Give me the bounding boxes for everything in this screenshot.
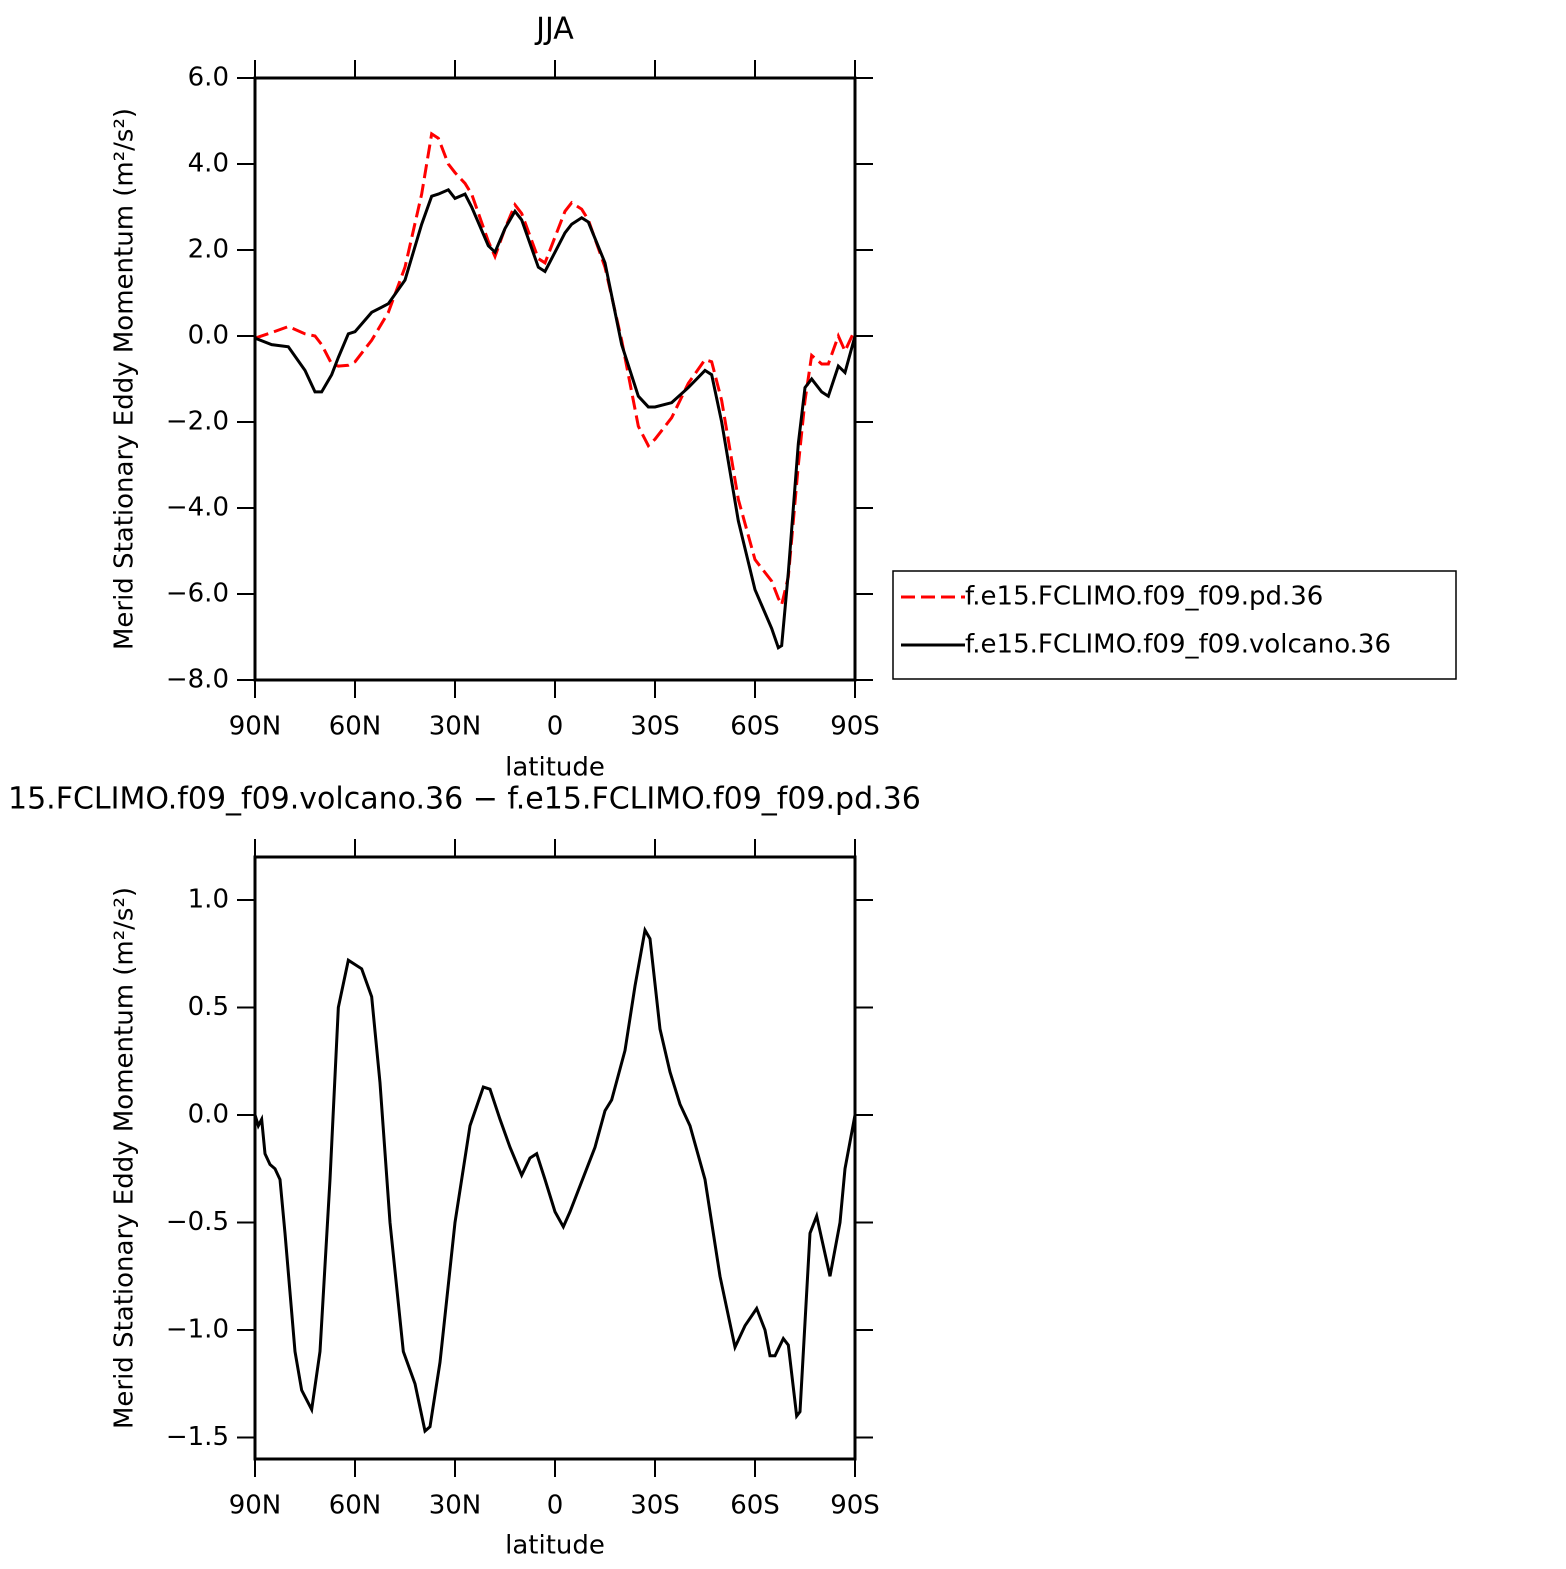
x-tick-label: 30S — [630, 712, 680, 742]
x-tick-label: 90N — [229, 712, 282, 742]
legend-label: f.e15.FCLIMO.f09_f09.pd.36 — [965, 582, 1323, 612]
x-tick-label: 90N — [229, 1491, 282, 1521]
y-tick-label: −1.5 — [166, 1422, 229, 1452]
legend-box — [892, 570, 1457, 680]
x-tick-label: 30N — [429, 712, 482, 742]
x-tick-label: 30S — [630, 1491, 680, 1521]
x-tick-label: 60N — [329, 712, 382, 742]
y-tick-label: 1.0 — [188, 885, 229, 915]
x-tick-label: 60S — [730, 712, 780, 742]
x-tick-label: 30N — [429, 1491, 482, 1521]
x-tick-label: 90S — [830, 712, 880, 742]
data-line — [254, 131, 857, 610]
plot-frame — [253, 76, 857, 682]
y-tick-label: −2.0 — [166, 407, 229, 437]
data-line — [253, 925, 857, 1434]
y-tick-label: −8.0 — [166, 665, 229, 695]
y-tick-label: 0.0 — [188, 1100, 229, 1130]
y-tick-label: −6.0 — [166, 579, 229, 609]
x-tick-label: 60N — [329, 1491, 382, 1521]
y-tick-label: −4.0 — [166, 493, 229, 523]
x-tick-label: 60S — [730, 1491, 780, 1521]
chart-title: JJA — [534, 12, 574, 47]
x-axis-label: latitude — [505, 753, 605, 783]
y-tick-label: 6.0 — [188, 63, 229, 93]
y-tick-label: −1.0 — [166, 1315, 229, 1345]
chart-title: 15.FCLIMO.f09_f09.volcano.36 − f.e15.FCL… — [8, 782, 921, 817]
y-tick-label: 0.0 — [188, 321, 229, 351]
y-tick-label: 2.0 — [188, 235, 229, 265]
x-tick-label: 0 — [547, 1491, 564, 1521]
y-axis-label: Merid Stationary Eddy Momentum (m²/s²) — [110, 887, 140, 1429]
x-tick-label: 0 — [547, 712, 564, 742]
plot-frame — [253, 855, 857, 1461]
x-tick-label: 90S — [830, 1491, 880, 1521]
data-line — [254, 187, 857, 651]
y-axis-label: Merid Stationary Eddy Momentum (m²/s²) — [110, 108, 140, 650]
y-tick-label: −0.5 — [166, 1207, 229, 1237]
x-axis-label: latitude — [505, 1531, 605, 1561]
y-tick-label: 0.5 — [188, 992, 229, 1022]
y-tick-label: 4.0 — [188, 149, 229, 179]
legend-label: f.e15.FCLIMO.f09_f09.volcano.36 — [965, 630, 1391, 660]
